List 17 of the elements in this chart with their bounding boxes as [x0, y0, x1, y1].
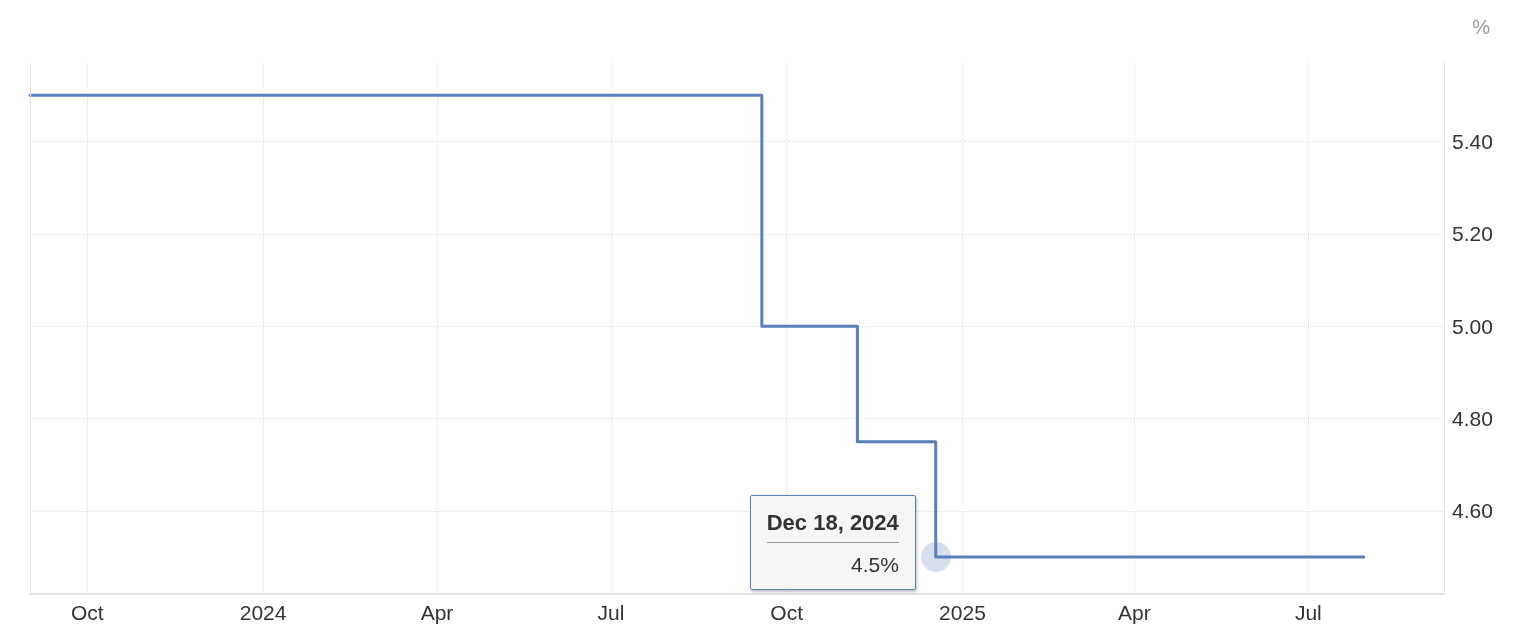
annotation: Dec 18, 2024: [766, 509, 899, 543]
y-tick-label: 5.40: [1452, 130, 1493, 153]
y-tick-label: 4.80: [1452, 407, 1493, 431]
x-tick-label: 2025: [939, 601, 986, 624]
y-tick-label: 4.60: [1452, 499, 1493, 523]
x-tick-label: Jul: [1294, 601, 1322, 624]
x-tick-label: Oct: [770, 601, 804, 624]
x-tick-label: Apr: [1118, 601, 1151, 624]
y-tick-label: 5.00: [1452, 314, 1493, 338]
y-tick-label: 5.20: [1452, 222, 1493, 246]
x-tick-label: 2024: [239, 601, 287, 624]
x-tick-label: Jul: [597, 601, 625, 624]
annotation: 4.5%: [849, 551, 899, 577]
x-tick-label: Oct: [70, 601, 104, 624]
tooltip-box: Dec 18, 2024 4.5%: [749, 494, 916, 590]
y-axis-title: %: [1472, 16, 1491, 38]
x-tick-label: Apr: [420, 601, 454, 624]
